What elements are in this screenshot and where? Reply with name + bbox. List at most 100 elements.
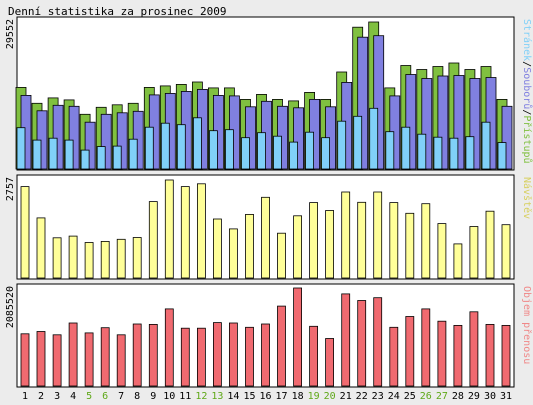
bar-kbytes-day-4: [68, 322, 78, 387]
bar-soubor--day-29: [469, 78, 481, 170]
bar-str-nek-day-20: [321, 137, 331, 170]
bar-visits-day-26: [421, 203, 431, 279]
bar-str-nek-day-23: [369, 107, 379, 170]
bar-kbytes-day-10: [164, 308, 174, 387]
day-label-23: 23: [372, 391, 384, 402]
legend-part-0: Stránek: [521, 19, 533, 61]
bar-kbytes-day-11: [180, 327, 190, 387]
bar-visits-day-30: [485, 210, 495, 279]
series-legend-visits: Návštěv: [521, 177, 533, 219]
bar-kbytes-day-18: [293, 287, 303, 387]
legend-part-3: /: [521, 109, 532, 115]
bar-visits-day-28: [453, 243, 463, 279]
bar-soubor--day-3: [52, 104, 64, 170]
legend-part-1: /: [521, 61, 532, 67]
day-label-14: 14: [227, 391, 239, 402]
bar-str-nek-day-25: [401, 126, 411, 170]
bar-kbytes-day-23: [373, 297, 383, 387]
day-label-2: 2: [38, 391, 44, 402]
bar-visits-day-20: [325, 210, 335, 279]
bar-str-nek-day-11: [176, 124, 186, 170]
bars-visits-group: [20, 179, 511, 279]
day-label-25: 25: [404, 391, 416, 402]
bar-str-nek-day-9: [144, 126, 154, 170]
day-label-1: 1: [22, 391, 28, 402]
bar-soubor--day-26: [421, 78, 433, 170]
day-label-24: 24: [388, 391, 400, 402]
bar-visits-day-14: [228, 228, 238, 279]
bar-str-nek-day-12: [192, 117, 202, 170]
day-label-29: 29: [468, 391, 480, 402]
series-legend-kbytes: Objem přenosu: [521, 286, 533, 364]
bar-kbytes-day-25: [405, 316, 415, 387]
bar-visits-day-2: [36, 217, 46, 279]
day-label-6: 6: [102, 391, 108, 402]
bar-str-nek-day-19: [305, 131, 315, 170]
day-label-5: 5: [86, 391, 92, 402]
bar-visits-day-7: [116, 238, 126, 279]
bar-soubor--day-31: [501, 105, 513, 170]
bar-visits-day-8: [132, 237, 142, 279]
day-label-20: 20: [324, 391, 336, 402]
bar-visits-day-23: [373, 191, 383, 279]
bar-str-nek-day-14: [224, 129, 234, 170]
bar-soubor--day-27: [437, 75, 449, 170]
bar-kbytes-day-24: [389, 326, 399, 387]
bar-visits-day-4: [68, 235, 78, 279]
day-label-11: 11: [179, 391, 191, 402]
day-label-7: 7: [118, 391, 124, 402]
bar-kbytes-day-27: [437, 320, 447, 387]
bar-str-nek-day-10: [160, 122, 170, 170]
panel-visits: 2757 Návštěv: [5, 174, 533, 280]
bar-visits-day-10: [164, 179, 174, 279]
bar-visits-day-12: [196, 183, 206, 279]
bar-soubor--day-18: [293, 107, 305, 170]
bar-str-nek-day-7: [112, 145, 122, 170]
bar-str-nek-day-21: [337, 120, 347, 170]
bar-visits-day-21: [341, 191, 351, 279]
bar-kbytes-day-9: [148, 323, 158, 387]
bar-str-nek-day-22: [353, 115, 363, 170]
day-label-18: 18: [292, 391, 304, 402]
bar-visits-day-18: [293, 215, 303, 279]
bar-str-nek-day-24: [385, 131, 395, 170]
day-label-21: 21: [340, 391, 352, 402]
bar-kbytes-day-29: [469, 311, 479, 387]
bar-kbytes-day-1: [20, 333, 30, 387]
bar-kbytes-day-20: [325, 338, 335, 387]
bar-str-nek-day-8: [128, 138, 138, 170]
bar-str-nek-day-6: [96, 146, 106, 170]
panel-hits: 29552 Stránek/Souborů/Přístupů: [5, 16, 533, 171]
day-label-10: 10: [163, 391, 175, 402]
bar-str-nek-day-28: [449, 137, 459, 170]
bars-hits-group: [15, 21, 513, 170]
bar-visits-day-15: [245, 213, 254, 279]
bar-str-nek-day-31: [497, 142, 507, 170]
bar-str-nek-day-26: [417, 133, 427, 170]
day-label-31: 31: [500, 391, 512, 402]
bar-visits-day-1: [20, 186, 30, 279]
day-label-9: 9: [150, 391, 156, 402]
legend-part-2: Souborů: [521, 67, 533, 109]
bar-kbytes-day-28: [453, 324, 463, 387]
bar-visits-day-27: [437, 223, 447, 279]
ymax-label-hits: 29552: [5, 19, 16, 49]
day-label-16: 16: [259, 391, 271, 402]
bar-kbytes-day-13: [212, 322, 222, 387]
bar-str-nek-day-13: [208, 130, 218, 170]
bar-soubor--day-5: [84, 121, 96, 170]
bar-kbytes-day-8: [132, 323, 142, 387]
bar-str-nek-day-2: [32, 139, 42, 170]
bar-visits-day-5: [84, 242, 94, 279]
bar-kbytes-day-2: [36, 331, 46, 387]
bar-visits-day-13: [212, 218, 222, 279]
bar-str-nek-day-1: [16, 127, 26, 170]
bar-kbytes-day-15: [245, 326, 254, 387]
series-legend-hits: Stránek/Souborů/Přístupů: [521, 19, 533, 164]
bar-str-nek-day-29: [465, 136, 475, 170]
day-label-28: 28: [452, 391, 464, 402]
bar-kbytes-day-7: [116, 334, 126, 387]
bar-kbytes-day-14: [228, 322, 238, 387]
bar-kbytes-day-6: [100, 327, 110, 387]
